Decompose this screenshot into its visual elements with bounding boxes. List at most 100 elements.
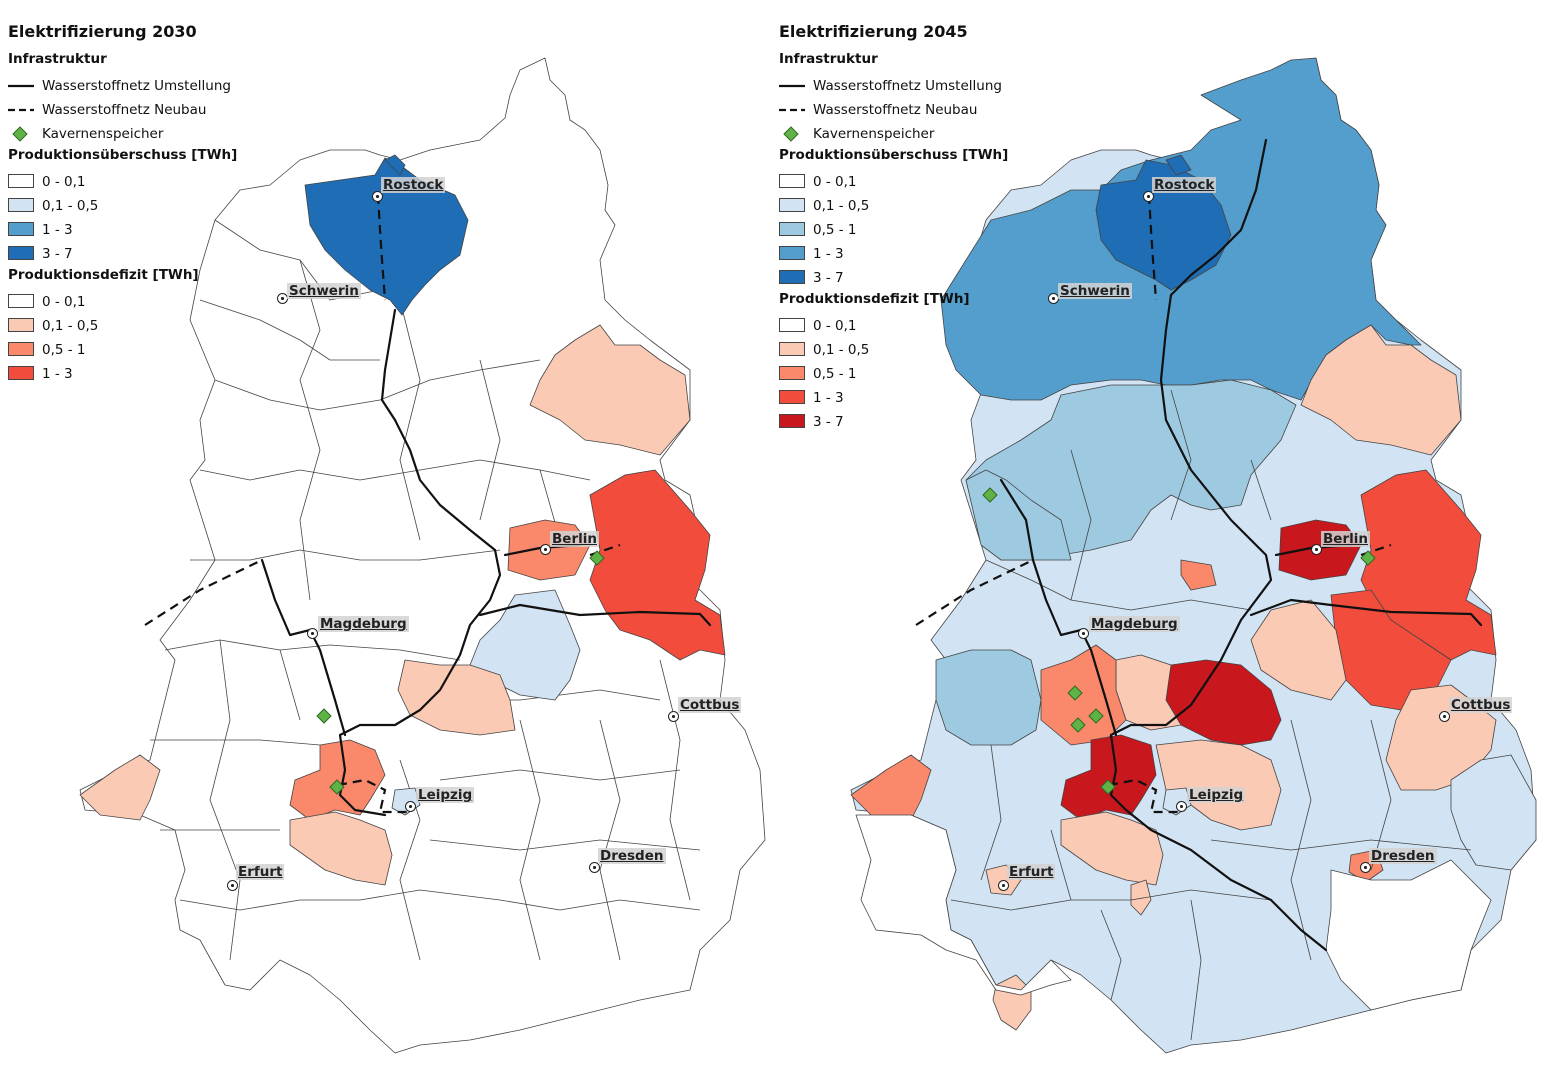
- legend-class-row: 1 - 3: [8, 218, 237, 242]
- legend-class-row: 0 - 0,1: [8, 170, 237, 194]
- region-eichsfeld-deficit: [79, 754, 161, 821]
- city-marker: [372, 191, 383, 202]
- legend-class-label: 0 - 0,1: [813, 318, 857, 334]
- legend-class-row: 1 - 3: [8, 362, 237, 386]
- legend-label-dashed: Wasserstoffnetz Neubau: [813, 102, 978, 118]
- h2-pipeline-dashed-rostock: [1147, 194, 1158, 301]
- legend-class-row: 0,5 - 1: [779, 362, 1008, 386]
- city-label-cottbus: Cottbus: [1449, 697, 1513, 713]
- legend-surplus-list: 0 - 0,1 0,1 - 0,5 0,5 - 1 1 - 3 3 - 7: [779, 170, 1008, 290]
- legend-swatch: [8, 294, 34, 308]
- legend-class-row: 0,1 - 0,5: [8, 194, 237, 218]
- legend-class-row: 1 - 3: [779, 386, 1008, 410]
- city-label-schwerin: Schwerin: [1058, 283, 1132, 299]
- region-teltow-deficit: [1250, 599, 1347, 701]
- legend-heading-deficit: Produktionsdefizit [TWh]: [8, 267, 199, 283]
- legend-class-row: 0,1 - 0,5: [779, 338, 1008, 362]
- legend-class-row: 0 - 0,1: [779, 314, 1008, 338]
- legend-class-row: 0,1 - 0,5: [779, 194, 1008, 218]
- cavern-storage-marker: [329, 779, 345, 795]
- legend-swatch: [779, 366, 805, 380]
- legend-swatch: [779, 222, 805, 236]
- cavern-storage-marker: [589, 550, 605, 566]
- legend-swatch: [779, 246, 805, 260]
- city-marker: [589, 862, 600, 873]
- legend-class-label: 1 - 3: [42, 222, 73, 238]
- legend-swatch: [779, 414, 805, 428]
- legend-label-solid: Wasserstoffnetz Umstellung: [42, 78, 231, 94]
- legend-class-label: 1 - 3: [813, 390, 844, 406]
- legend-class-row: 1 - 3: [779, 242, 1008, 266]
- city-label-rostock: Rostock: [1152, 177, 1217, 193]
- city-label-dresden: Dresden: [598, 848, 666, 864]
- legend-swatch: [8, 246, 34, 260]
- legend-class-label: 0,5 - 1: [42, 342, 86, 358]
- legend-class-row: 0 - 0,1: [8, 290, 237, 314]
- region-southeast-white: [1325, 859, 1492, 1011]
- legend-swatch: [8, 198, 34, 212]
- city-marker: [1143, 191, 1154, 202]
- city-marker: [227, 880, 238, 891]
- legend-class-row: 0,5 - 1: [8, 338, 237, 362]
- legend-class-label: 0 - 0,1: [42, 174, 86, 190]
- legend-class-row: 0,5 - 1: [779, 218, 1008, 242]
- legend: Infrastruktur Wasserstoffnetz Umstellung…: [8, 50, 237, 386]
- legend-heading-infrastructure: Infrastruktur: [8, 51, 107, 67]
- legend-class-label: 0,5 - 1: [813, 366, 857, 382]
- city-marker: [668, 711, 679, 722]
- region-rostock-surplus: [304, 157, 469, 316]
- legend-swatch: [8, 366, 34, 380]
- legend-swatch: [779, 198, 805, 212]
- solid-line-symbol: [779, 78, 811, 94]
- legend-label-storage: Kavernenspeicher: [42, 126, 164, 142]
- h2-pipeline-dashed-west: [915, 559, 1034, 626]
- region-burgenland-deficit: [1060, 811, 1164, 886]
- legend-class-label: 0,1 - 0,5: [42, 318, 99, 334]
- legend-label-dashed: Wasserstoffnetz Neubau: [42, 102, 207, 118]
- city-label-berlin: Berlin: [550, 531, 599, 547]
- legend-swatch: [779, 390, 805, 404]
- region-halle-deficit: [1060, 734, 1157, 821]
- h2-pipeline-dashed-rostock: [376, 194, 387, 301]
- region-outline: [79, 57, 766, 1054]
- region-anhalt-deficit: [397, 659, 516, 736]
- h2-pipeline-solid-east: [478, 603, 712, 627]
- city-marker: [405, 801, 416, 812]
- city-label-magdeburg: Magdeburg: [318, 616, 409, 632]
- region-coast-surplus: [1165, 154, 1192, 176]
- dashed-line-symbol: [8, 102, 40, 118]
- legend-heading-surplus: Produktionsüberschuss [TWh]: [8, 147, 238, 163]
- region-burgenland-deficit: [289, 811, 393, 886]
- legend: Infrastruktur Wasserstoffnetz Umstellung…: [779, 50, 1008, 434]
- legend-label-solid: Wasserstoffnetz Umstellung: [813, 78, 1002, 94]
- region-small-south-deficit: [1130, 879, 1152, 916]
- city-label-rostock: Rostock: [381, 177, 446, 193]
- legend-class-label: 0 - 0,1: [42, 294, 86, 310]
- legend-class-label: 0,5 - 1: [813, 222, 857, 238]
- legend-class-label: 1 - 3: [813, 246, 844, 262]
- diamond-icon: [8, 126, 40, 142]
- region-teltow-surplus: [469, 589, 581, 701]
- city-marker: [1078, 628, 1089, 639]
- cavern-storage-marker: [1088, 708, 1104, 724]
- city-marker: [540, 544, 551, 555]
- city-label-erfurt: Erfurt: [1007, 864, 1056, 880]
- city-marker: [1360, 862, 1371, 873]
- legend-class-label: 3 - 7: [42, 246, 73, 262]
- legend-swatch: [779, 342, 805, 356]
- map-title: Elektrifizierung 2045: [779, 22, 968, 41]
- cavern-storage-marker: [982, 487, 998, 503]
- city-label-schwerin: Schwerin: [287, 283, 361, 299]
- city-label-berlin: Berlin: [1321, 531, 1370, 547]
- region-harz-surplus: [935, 649, 1042, 746]
- legend-swatch: [779, 270, 805, 284]
- cavern-storage-marker: [1100, 779, 1116, 795]
- city-marker: [1439, 711, 1450, 722]
- legend-swatch: [8, 174, 34, 188]
- legend-class-label: 0 - 0,1: [813, 174, 857, 190]
- diamond-icon: [779, 126, 811, 142]
- legend-swatch: [779, 174, 805, 188]
- legend-class-row: 0,1 - 0,5: [8, 314, 237, 338]
- city-marker: [307, 628, 318, 639]
- city-label-cottbus: Cottbus: [678, 697, 742, 713]
